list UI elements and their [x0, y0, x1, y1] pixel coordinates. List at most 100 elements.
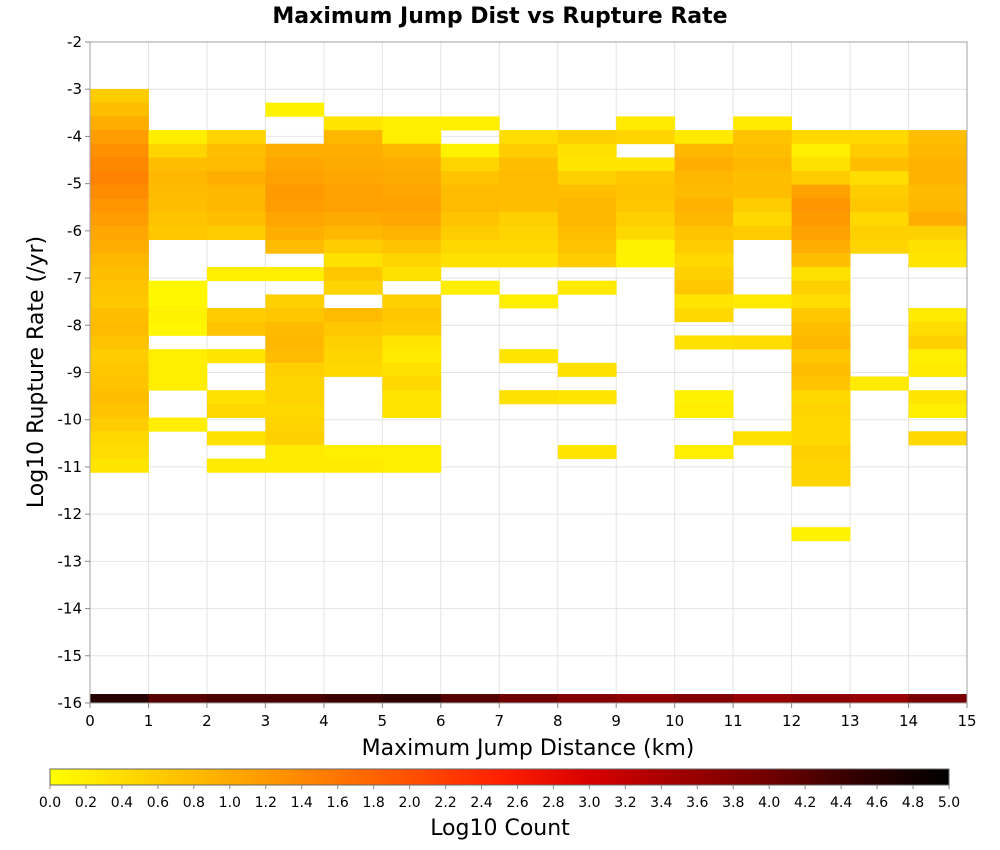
- y-tick-label: -16: [58, 694, 83, 712]
- heatmap-cell: [616, 239, 676, 254]
- colorbar-tick-label: 3.8: [722, 795, 744, 811]
- heatmap-cell: [382, 294, 442, 309]
- heatmap-cell: [616, 171, 676, 186]
- heatmap-cell: [908, 239, 968, 254]
- heatmap-cell: [908, 184, 968, 199]
- heatmap-cell: [850, 184, 909, 199]
- heatmap-cell: [90, 403, 149, 418]
- heatmap-cell: [616, 225, 676, 240]
- baseline-cell: [557, 694, 617, 703]
- colorbar-tick-label: 1.8: [363, 795, 385, 811]
- heatmap-cell: [148, 184, 208, 199]
- heatmap-cell: [908, 390, 968, 405]
- heatmap-cell: [908, 362, 968, 377]
- heatmap-cell: [90, 294, 149, 309]
- heatmap-cell: [908, 130, 968, 145]
- heatmap-cell: [323, 458, 383, 473]
- heatmap-cell: [206, 431, 266, 446]
- heatmap-cell: [733, 157, 792, 172]
- heatmap-cell: [206, 212, 266, 227]
- heatmap-cell: [733, 171, 792, 186]
- y-tick-label: -2: [67, 33, 82, 51]
- baseline-cell: [850, 694, 909, 703]
- heatmap-cell: [90, 171, 149, 186]
- heatmap-cell: [148, 280, 208, 295]
- heatmap-cell: [557, 157, 617, 172]
- heatmap-cell: [382, 266, 442, 282]
- colorbar-tick-label: 4.0: [758, 795, 780, 811]
- heatmap-cell: [265, 403, 325, 418]
- heatmap-cell: [148, 349, 208, 364]
- heatmap-cell: [206, 143, 266, 158]
- heatmap-cell: [674, 157, 734, 172]
- heatmap-cell: [90, 458, 149, 473]
- colorbar-gradient: [49, 768, 950, 786]
- heatmap-cell: [382, 321, 442, 336]
- colorbar-tick-label: 4.2: [794, 795, 816, 811]
- heatmap-cell: [791, 431, 851, 446]
- heatmap-cell: [557, 130, 617, 145]
- heatmap-cell: [674, 143, 734, 158]
- heatmap-cell: [733, 212, 792, 227]
- y-tick-label: -9: [67, 364, 82, 382]
- heatmap-cell: [674, 308, 734, 323]
- heatmap-cell: [908, 198, 968, 213]
- heatmap-cell: [148, 308, 208, 323]
- y-tick-label: -13: [58, 552, 83, 570]
- heatmap-cell: [265, 239, 325, 254]
- heatmap-cell: [265, 431, 325, 446]
- heatmap-cell: [265, 444, 325, 460]
- colorbar-ticks: 0.0 0.2 0.4 0.6 0.8 1.0 1.2 1.4 1.6 1.8 2.0 2.2 2.4 2…: [39, 785, 960, 811]
- baseline-cell: [791, 694, 851, 703]
- heatmap-cell: [791, 444, 851, 460]
- heatmap-cell: [557, 390, 617, 405]
- heatmap-cell: [440, 184, 500, 199]
- heatmap-cell: [499, 253, 559, 268]
- heatmap-cell: [674, 198, 734, 213]
- heatmap-cell: [148, 157, 208, 172]
- heatmap-cell: [850, 157, 909, 172]
- heatmap-cell: [674, 266, 734, 282]
- colorbar-tick-label: 2.6: [506, 795, 528, 811]
- heatmap-cell: [674, 212, 734, 227]
- baseline-cell: [908, 694, 968, 703]
- heatmap-cell: [791, 212, 851, 227]
- colorbar-tick-label: 0.6: [147, 795, 169, 811]
- colorbar-tick-label: 0.8: [183, 795, 205, 811]
- y-tick-label: -4: [67, 127, 82, 145]
- heatmap-cell: [382, 184, 442, 199]
- baseline-cell: [265, 694, 325, 703]
- heatmap-cell: [148, 198, 208, 213]
- heatmap-cell: [90, 431, 149, 446]
- heatmap-cell: [908, 403, 968, 418]
- heatmap-cell: [382, 157, 442, 172]
- heatmap-cell: [206, 349, 266, 364]
- y-axis-label: Log10 Rupture Rate (/yr): [24, 236, 49, 508]
- heatmap-cell: [206, 171, 266, 186]
- baseline-cell: [323, 694, 383, 703]
- heatmap-cell: [382, 458, 442, 473]
- heatmap-cell: [908, 321, 968, 336]
- x-tick-label: 0: [85, 712, 95, 730]
- heatmap-cell: [908, 253, 968, 268]
- heatmap-cell: [206, 184, 266, 199]
- chart-title: Maximum Jump Dist vs Rupture Rate: [272, 4, 727, 29]
- heatmap-cell: [323, 225, 383, 240]
- y-tick-label: -11: [58, 458, 83, 476]
- heatmap-cell: [323, 116, 383, 131]
- heatmap-cell: [791, 472, 851, 487]
- heatmap-cell: [265, 294, 325, 309]
- colorbar-tick-label: 3.0: [578, 795, 600, 811]
- colorbar-tick-label: 2.4: [470, 795, 492, 811]
- heatmap-cell: [791, 280, 851, 295]
- heatmap-cell: [323, 253, 383, 268]
- y-tick-label: -15: [58, 647, 83, 665]
- baseline-cell: [616, 694, 676, 703]
- heatmap-cell: [674, 225, 734, 240]
- heatmap-cell: [265, 417, 325, 432]
- baseline-cell: [382, 694, 442, 703]
- heatmap-cell: [616, 157, 676, 172]
- heatmap-cell: [90, 88, 149, 104]
- heatmap-cell: [791, 143, 851, 158]
